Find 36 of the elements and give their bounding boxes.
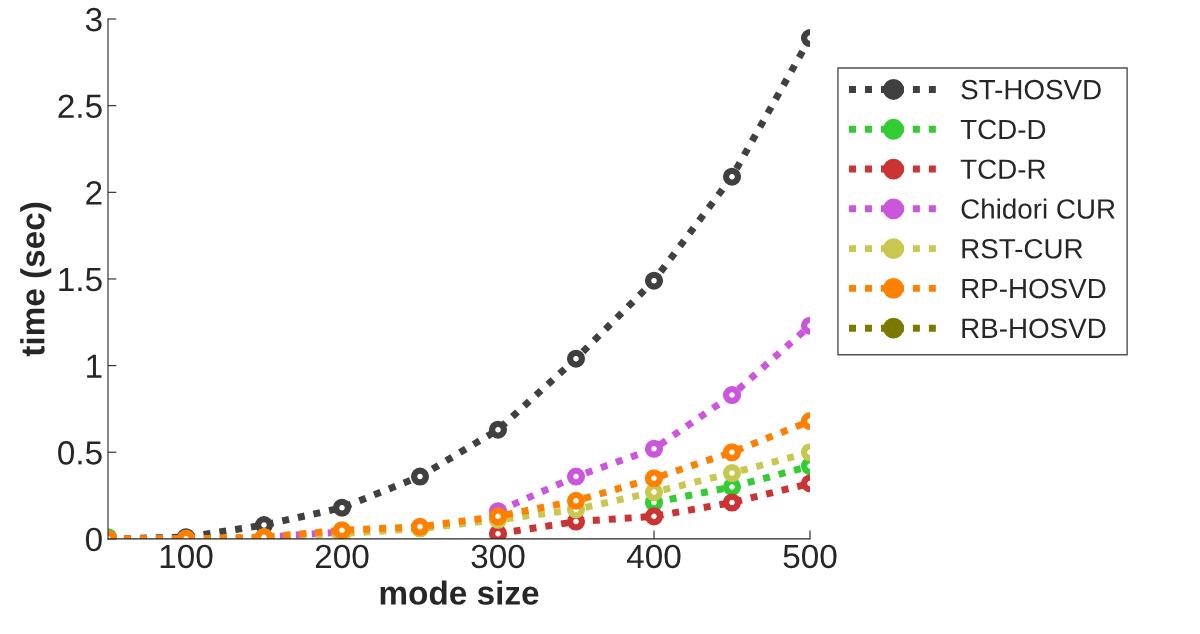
point	[332, 498, 352, 517]
legend-label: RP-HOSVD	[962, 278, 1106, 299]
point	[644, 439, 664, 458]
y-tick-label: 3	[85, 7, 102, 32]
legend-label: ST-HOSVD	[961, 79, 1101, 100]
y-tick-label: 2.5	[58, 94, 102, 119]
y-tick-label: 1.5	[59, 268, 102, 292]
y-tick-label: 0.5	[58, 441, 102, 465]
point	[644, 271, 664, 290]
point	[644, 469, 664, 488]
x-tick-label: 100	[160, 544, 213, 569]
y-tick-label: 2	[86, 181, 102, 205]
point	[722, 464, 742, 483]
legend-label: RST-CUR	[962, 238, 1083, 259]
point	[566, 491, 586, 510]
legend-label: TCD-D	[960, 119, 1046, 140]
x-tick-label: 400	[626, 544, 681, 569]
point	[566, 349, 586, 368]
point	[644, 507, 664, 526]
y-tick-label: 0	[85, 527, 102, 552]
legend-label: TCD-R	[960, 159, 1046, 180]
x-axis-title: mode size	[380, 580, 539, 605]
x-tick-label: 300	[471, 544, 525, 569]
x-tick-label: 200	[315, 544, 369, 569]
point	[722, 167, 742, 186]
point	[722, 386, 742, 405]
point	[722, 443, 742, 462]
y-axis-title: time (sec)	[20, 202, 52, 357]
y-tick-label: 1	[87, 354, 102, 378]
point	[488, 420, 508, 439]
legend-label: RB-HOSVD	[962, 318, 1106, 339]
legend-label: Chidori CUR	[961, 198, 1115, 219]
x-tick-label: 500	[783, 544, 837, 569]
point	[566, 467, 586, 486]
point	[722, 493, 742, 512]
point	[410, 467, 430, 486]
